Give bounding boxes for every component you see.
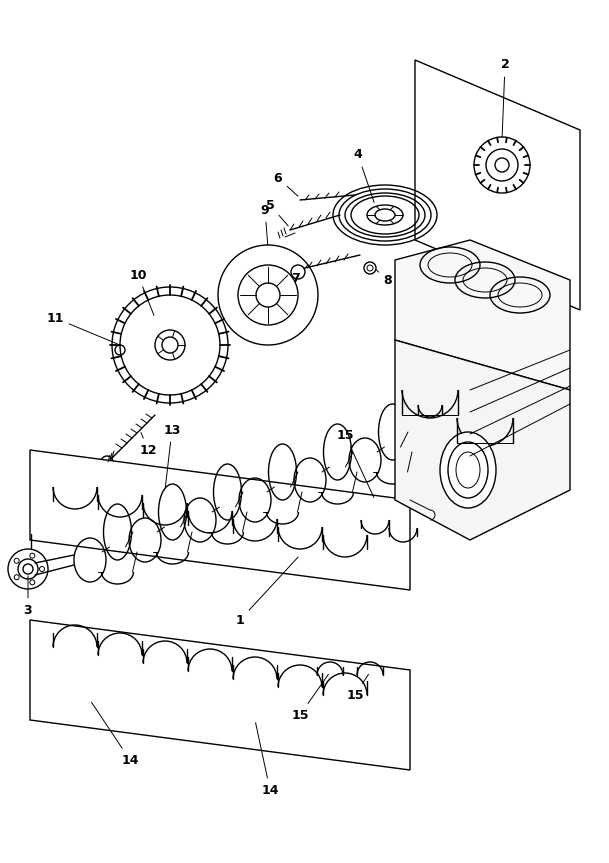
Text: 2: 2 [501, 59, 509, 137]
Polygon shape [395, 240, 570, 390]
Text: 14: 14 [256, 722, 279, 797]
Ellipse shape [440, 432, 496, 508]
Text: 7: 7 [290, 265, 308, 285]
Ellipse shape [27, 555, 43, 583]
Polygon shape [30, 450, 410, 590]
Text: 15: 15 [347, 674, 368, 702]
Text: 15: 15 [336, 429, 374, 497]
Text: 5: 5 [266, 198, 288, 226]
Polygon shape [30, 620, 410, 770]
Text: 4: 4 [354, 148, 374, 202]
Text: 8: 8 [376, 270, 392, 287]
Text: 11: 11 [46, 312, 118, 344]
Text: 10: 10 [129, 268, 154, 315]
Text: 12: 12 [139, 432, 157, 457]
Circle shape [8, 549, 48, 589]
Polygon shape [395, 340, 570, 540]
Text: 3: 3 [24, 576, 32, 616]
Text: 9: 9 [261, 204, 269, 245]
Text: 6: 6 [273, 172, 298, 196]
Text: 1: 1 [236, 557, 298, 627]
Text: 14: 14 [91, 702, 139, 766]
Text: 13: 13 [163, 424, 181, 488]
Polygon shape [415, 60, 580, 310]
Text: 15: 15 [291, 674, 328, 721]
